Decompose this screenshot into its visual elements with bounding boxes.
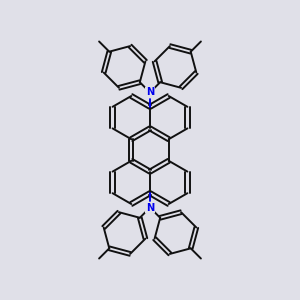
Text: N: N: [146, 87, 154, 98]
Text: N: N: [146, 202, 154, 213]
Text: N: N: [146, 202, 154, 213]
Text: N: N: [146, 87, 154, 98]
